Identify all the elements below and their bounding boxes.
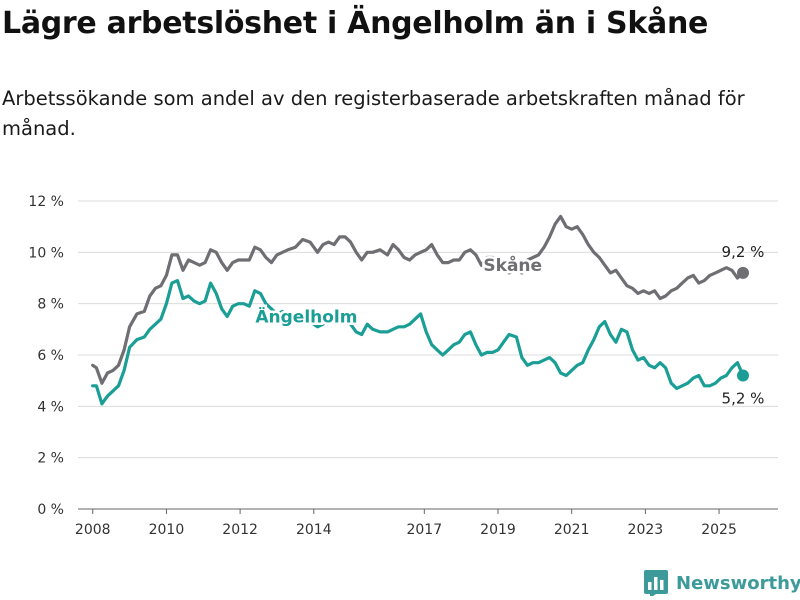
y-tick-label: 8 % — [37, 297, 64, 313]
y-tick-label: 12 % — [28, 194, 64, 210]
x-tick-label: 2019 — [480, 522, 516, 538]
x-tick-label: 2021 — [554, 522, 590, 538]
bar-chart-logo-icon — [644, 570, 668, 596]
newsworthy-brand: Newsworthy — [644, 570, 800, 596]
x-tick-label: 2008 — [75, 522, 111, 538]
y-tick-label: 6 % — [37, 348, 64, 364]
x-tick-label: 2012 — [222, 522, 258, 538]
chart-series — [91, 214, 749, 406]
x-tick-label: 2023 — [628, 522, 664, 538]
end-point-angelholm — [737, 369, 749, 382]
x-tick-label: 2014 — [296, 522, 332, 538]
x-axis: 2008 2010 2012 2014 2017 2019 2021 2023 2025 — [75, 509, 737, 538]
series-line-skane — [91, 214, 745, 385]
series-label-skane: Skåne — [483, 254, 542, 276]
end-value-label-angelholm: 5,2 % — [722, 390, 765, 408]
y-tick-label: 2 % — [37, 451, 64, 467]
page-subtitle: Arbetssökande som andel av den registerb… — [2, 87, 745, 140]
end-value-label-skane: 9,2 % — [722, 243, 765, 261]
chart-labels: 9,2 % 5,2 % Skåne Ängelholm — [253, 243, 765, 408]
series-line-angelholm — [91, 279, 745, 406]
y-axis: 0 % 2 % 4 % 6 % 8 % 10 % 12 % — [28, 194, 64, 518]
x-tick-label: 2025 — [701, 522, 737, 538]
brand-name: Newsworthy — [676, 572, 800, 594]
series-label-angelholm: Ängelholm — [255, 306, 357, 328]
y-tick-label: 10 % — [28, 245, 64, 261]
end-point-skane — [737, 266, 749, 279]
x-tick-label: 2010 — [149, 522, 185, 538]
page-title: Lägre arbetslöshet i Ängelholm än i Skån… — [2, 6, 709, 41]
y-tick-label: 4 % — [37, 399, 64, 415]
x-tick-label: 2017 — [406, 522, 442, 538]
y-tick-label: 0 % — [37, 502, 64, 518]
chart-gridlines — [78, 200, 778, 510]
